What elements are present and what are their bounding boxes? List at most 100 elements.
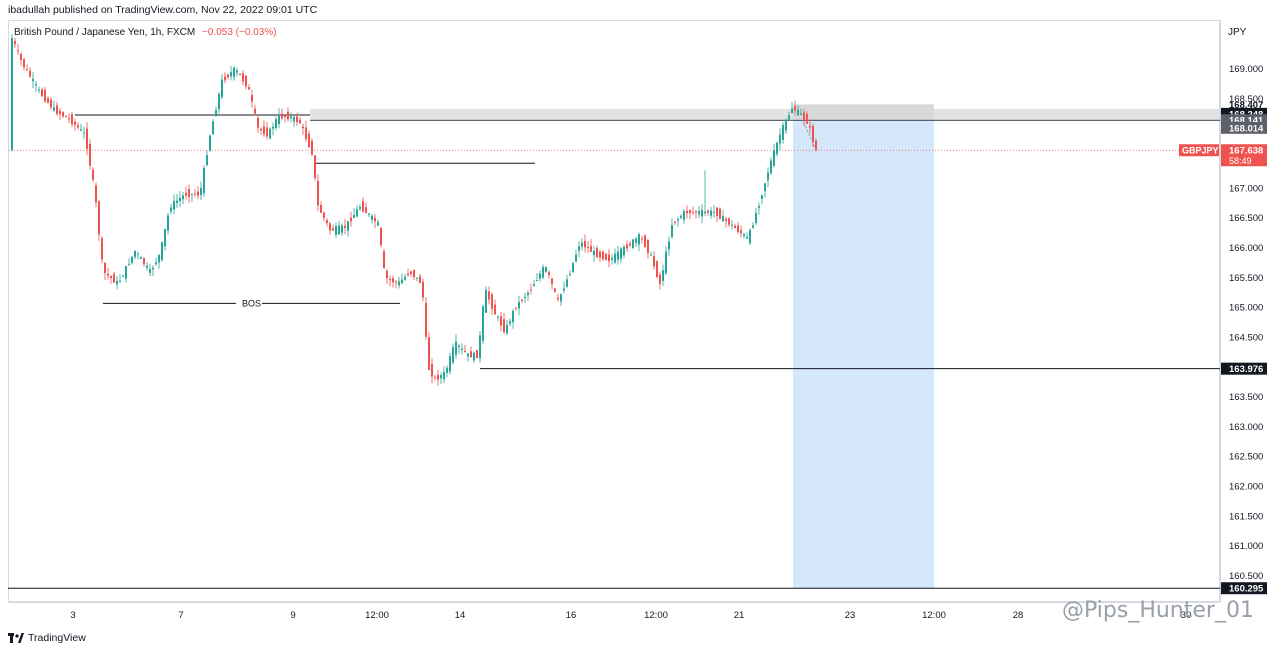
candle-body	[347, 221, 349, 231]
candle-body	[395, 281, 397, 283]
price-tag-bg	[1221, 582, 1267, 595]
candle-body	[758, 206, 760, 208]
candle-body	[62, 112, 64, 117]
candle-body	[326, 220, 328, 224]
time-axis[interactable]	[8, 602, 1220, 626]
author-watermark: @Pips_Hunter_01	[1062, 598, 1254, 623]
candle-body	[734, 225, 736, 229]
candle-body	[812, 126, 814, 142]
candle-body	[50, 99, 52, 108]
symbol-info[interactable]: British Pound / Japanese Yen, 1h, FXCM −…	[14, 27, 277, 38]
candle-body	[782, 125, 784, 140]
candle-body	[239, 73, 241, 75]
candle-body	[737, 225, 739, 233]
time-tick-label: 14	[455, 610, 466, 621]
candle-body	[221, 79, 223, 98]
price-tick-label: 165.000	[1229, 303, 1263, 314]
candle-body	[254, 108, 256, 114]
candle-body	[80, 129, 82, 131]
candle-body	[482, 306, 484, 341]
candle-body	[278, 114, 280, 124]
candle-body	[107, 273, 109, 276]
candle-body	[707, 210, 709, 213]
candle-body	[413, 270, 415, 278]
candle-body	[32, 78, 34, 82]
candle-body	[212, 121, 214, 135]
candle-body	[698, 211, 700, 215]
candle-body	[23, 58, 25, 68]
candle-body	[209, 135, 211, 151]
candle-body	[563, 288, 565, 291]
candle-body	[509, 321, 511, 324]
candle-body	[677, 219, 679, 221]
price-tag-label: 163.976	[1229, 364, 1263, 375]
candle-body	[614, 253, 616, 263]
candle-body	[809, 125, 811, 128]
price-axis[interactable]	[1220, 20, 1272, 602]
candle-body	[686, 210, 688, 214]
candle-body	[671, 225, 673, 238]
candle-body	[689, 210, 691, 214]
time-tick-label: 21	[734, 610, 745, 621]
candle-body	[104, 262, 106, 274]
candle-body	[536, 280, 538, 282]
candle-body	[233, 67, 235, 78]
candle-body	[146, 265, 148, 268]
candle-body	[530, 289, 532, 291]
candle-body	[263, 126, 265, 135]
candle-body	[155, 262, 157, 265]
candle-body	[245, 75, 247, 87]
chart-pane[interactable]	[8, 20, 1220, 602]
candle-body	[293, 117, 295, 122]
time-tick-label: 12:00	[644, 610, 668, 621]
time-tick-label: 28	[1013, 610, 1024, 621]
candle-body	[329, 223, 331, 231]
candle-body	[164, 228, 166, 247]
tradingview-footer[interactable]: TradingView	[8, 632, 86, 644]
candle-body	[749, 229, 751, 244]
candle-body	[56, 105, 58, 115]
candle-body	[188, 188, 190, 197]
candle-body	[20, 54, 22, 61]
candle-body	[317, 180, 319, 206]
candle-body	[11, 38, 13, 151]
brand-label: TradingView	[28, 632, 86, 644]
price-tick-label: 160.500	[1229, 571, 1263, 582]
candle-body	[587, 247, 589, 249]
candle-body	[299, 119, 301, 124]
candle-body	[638, 234, 640, 245]
candle-body	[488, 291, 490, 300]
candle-body	[311, 140, 313, 155]
candle-body	[449, 356, 451, 372]
candle-body	[269, 128, 271, 139]
candle-body	[755, 213, 757, 224]
candle-body	[131, 256, 133, 263]
candle-body	[617, 251, 619, 260]
candle-body	[629, 243, 631, 246]
candle-body	[569, 274, 571, 276]
candle-body	[701, 210, 703, 217]
countdown-label: 58:49	[1229, 156, 1252, 166]
candle-body	[623, 246, 625, 256]
candle-body	[461, 348, 463, 350]
candle-body	[806, 114, 808, 124]
candle-body	[323, 212, 325, 218]
candle-body	[662, 270, 664, 281]
candle-body	[119, 280, 121, 282]
candle-body	[362, 201, 364, 212]
candle-body	[575, 254, 577, 262]
candle-body	[626, 244, 628, 249]
candle-body	[815, 140, 817, 151]
candle-body	[800, 113, 802, 115]
candle-body	[338, 225, 340, 235]
candle-body	[260, 128, 262, 131]
price-tag-label: 168.141	[1229, 116, 1264, 127]
price-tag-bg	[1221, 362, 1267, 375]
candle-body	[728, 218, 730, 225]
candle-body	[578, 246, 580, 251]
candle-body	[137, 253, 139, 255]
candle-body	[140, 257, 142, 259]
candle-body	[467, 353, 469, 357]
candle-body	[506, 324, 508, 334]
